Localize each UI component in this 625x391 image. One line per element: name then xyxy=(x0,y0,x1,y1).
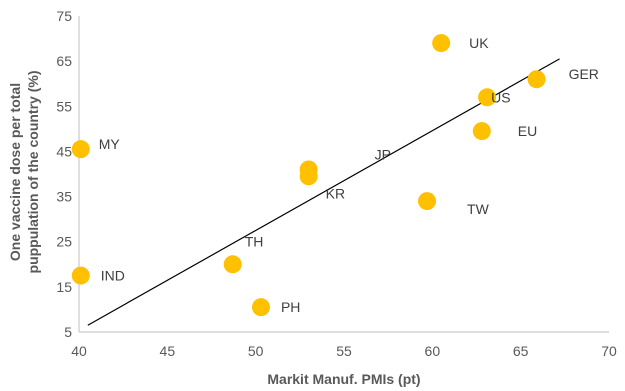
data-point-us xyxy=(478,88,497,107)
data-point-ger xyxy=(527,70,546,89)
x-tick-label: 70 xyxy=(601,343,617,359)
data-point-ph xyxy=(251,298,270,317)
x-tick-label: 50 xyxy=(248,343,264,359)
x-axis-title: Markit Manuf. PMIs (pt) xyxy=(267,371,420,387)
data-label-uk: UK xyxy=(469,35,489,51)
y-tick-label: 45 xyxy=(56,143,72,159)
y-axis-title-line-2: puppulation of the country (%) xyxy=(25,71,41,274)
data-label-my: MY xyxy=(99,136,121,152)
data-label-th: TH xyxy=(245,233,264,249)
data-point-tw xyxy=(418,192,437,211)
data-point-kr xyxy=(299,167,318,186)
data-points xyxy=(71,34,546,317)
data-point-ind xyxy=(71,266,90,285)
x-tick-labels: 40 45 50 55 60 65 70 xyxy=(71,343,617,359)
y-tick-label: 35 xyxy=(56,189,72,205)
data-point-eu xyxy=(472,122,491,141)
data-label-ind: IND xyxy=(101,268,125,284)
y-axis-title-line-1: One vaccine dose per total xyxy=(7,83,23,261)
data-point-uk xyxy=(432,34,451,53)
y-tick-labels: 5 15 25 35 45 55 65 75 xyxy=(56,8,72,340)
y-tick-label: 65 xyxy=(56,53,72,69)
x-tick-label: 45 xyxy=(160,343,176,359)
data-point-th xyxy=(223,255,242,274)
x-tick-label: 40 xyxy=(71,343,87,359)
data-label-ger: GER xyxy=(569,66,599,82)
data-label-ph: PH xyxy=(281,299,300,315)
y-tick-label: 25 xyxy=(56,234,72,250)
data-label-jp: JP xyxy=(375,146,391,162)
data-label-tw: TW xyxy=(467,201,490,217)
axes xyxy=(78,16,609,333)
x-tick-label: 65 xyxy=(513,343,529,359)
data-label-kr: KR xyxy=(326,185,345,201)
x-tick-label: 60 xyxy=(425,343,441,359)
x-tick-label: 55 xyxy=(336,343,352,359)
data-label-eu: EU xyxy=(518,123,537,139)
data-label-us: US xyxy=(491,89,510,105)
y-tick-label: 55 xyxy=(56,98,72,114)
y-tick-label: 5 xyxy=(64,324,72,340)
data-point-my xyxy=(71,140,90,159)
y-tick-label: 15 xyxy=(56,279,72,295)
y-tick-label: 75 xyxy=(56,8,72,24)
data-labels: UK GER US EU MY JP KR TW TH IND PH xyxy=(99,35,599,315)
